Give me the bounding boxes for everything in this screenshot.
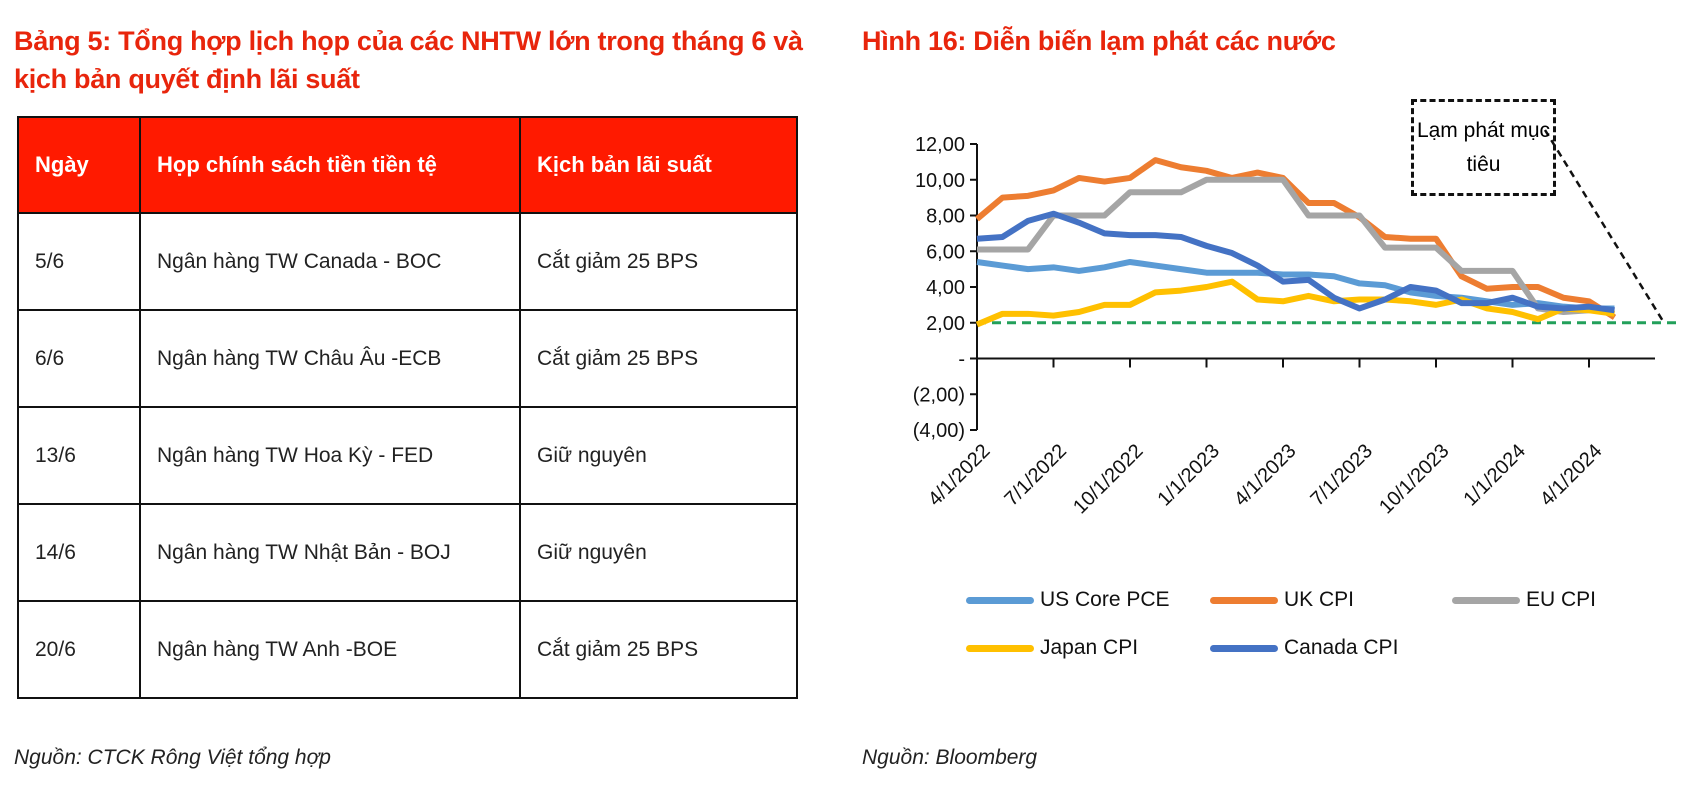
cell-meeting: Ngân hàng TW Châu Âu -ECB (139, 309, 521, 408)
cell-scenario: Cắt giảm 25 BPS (519, 600, 798, 699)
x-tick-label: 4/1/2022 (924, 440, 995, 511)
y-tick-label: 4,00 (926, 277, 965, 299)
y-tick-label: (4,00) (913, 420, 965, 442)
legend-item-japan-cpi: Japan CPI (966, 636, 1138, 660)
legend-item-canada-cpi: Canada CPI (1210, 636, 1398, 660)
table-title: Bảng 5: Tổng hợp lịch họp của các NHTW l… (14, 26, 803, 94)
x-tick-label: 7/1/2022 (1000, 440, 1071, 511)
header-scenario: Kịch bản lãi suất (519, 116, 798, 214)
series-line-canada-cpi (976, 210, 1615, 314)
legend-swatch (1452, 596, 1520, 604)
table-header-row: Ngày Họp chính sách tiền tiền tệ Kịch bả… (17, 116, 798, 214)
cell-meeting: Ngân hàng TW Anh -BOE (139, 600, 521, 699)
target-inflation-annotation: Lạm phát mục tiêu (1411, 99, 1556, 196)
x-tick-label: 10/1/2022 (1069, 440, 1147, 518)
legend-swatch (966, 644, 1034, 652)
series-line-eu-cpi (977, 176, 1615, 316)
table-row: 5/6 Ngân hàng TW Canada - BOC Cắt giảm 25 … (17, 212, 798, 311)
figure-source: Nguồn: Bloomberg (862, 746, 1038, 769)
legend-label: Canada CPI (1284, 636, 1399, 659)
series-line-us-core-pce (976, 258, 1615, 312)
cell-date: 5/6 (17, 212, 141, 311)
legend-swatch (1210, 596, 1278, 604)
cell-date: 13/6 (17, 406, 141, 505)
cell-meeting: Ngân hàng TW Hoa Kỳ - FED (139, 406, 521, 505)
table-source: Nguồn: CTCK Rông Việt tổng hợp (14, 746, 331, 769)
legend-item-uk-cpi: UK CPI (1210, 588, 1354, 612)
legend-swatch (966, 596, 1034, 604)
cell-scenario: Giữ nguyên (519, 503, 798, 602)
cell-date: 6/6 (17, 309, 141, 408)
cell-meeting: Ngân hàng TW Canada - BOC (139, 212, 521, 311)
legend-label: UK CPI (1284, 588, 1355, 611)
table-row: 20/6 Ngân hàng TW Anh -BOE Cắt giảm 25 BPS (17, 600, 798, 699)
meeting-schedule-table: Ngày Họp chính sách tiền tiền tệ Kịch bả… (17, 116, 798, 699)
legend-label: EU CPI (1526, 588, 1597, 611)
y-tick-label: 6,00 (926, 241, 965, 263)
header-date: Ngày (17, 116, 141, 214)
header-meeting: Họp chính sách tiền tiền tệ (139, 116, 521, 214)
x-tick-label: 4/1/2023 (1230, 440, 1301, 511)
x-tick-label: 7/1/2023 (1306, 440, 1377, 511)
y-tick-label: 10,00 (915, 170, 965, 192)
table-row: 6/6 Ngân hàng TW Châu Âu -ECB Cắt giảm 25 … (17, 309, 798, 408)
x-tick-label: 10/1/2023 (1375, 440, 1453, 518)
table-row: 13/6 Ngân hàng TW Hoa Kỳ - FED Giữ nguyên (17, 406, 798, 505)
cell-date: 14/6 (17, 503, 141, 602)
x-tick-label: 1/1/2024 (1459, 440, 1530, 511)
figure-title: Hình 16: Diễn biến lạm phát các nước (862, 26, 1336, 56)
x-tick-label: 4/1/2024 (1536, 440, 1607, 511)
cell-meeting: Ngân hàng TW Nhật Bản - BOJ (139, 503, 521, 602)
legend-item-us-core-pce: US Core PCE (966, 588, 1170, 612)
cell-scenario: Giữ nguyên (519, 406, 798, 505)
y-tick-label: - (958, 349, 965, 371)
legend-swatch (1210, 644, 1278, 652)
cell-scenario: Cắt giảm 25 BPS (519, 309, 798, 408)
legend-label: US Core PCE (1040, 588, 1170, 611)
y-tick-label: (2,00) (913, 384, 965, 406)
series-line-japan-cpi (975, 278, 1615, 328)
series-line-uk-cpi (975, 157, 1617, 320)
legend-item-eu-cpi: EU CPI (1452, 588, 1596, 612)
y-tick-label: 12,00 (915, 134, 965, 156)
table-row: 14/6 Ngân hàng TW Nhật Bản - BOJ Giữ nguyê… (17, 503, 798, 602)
annotation-pointer (1543, 129, 1666, 324)
x-tick-label: 1/1/2023 (1153, 440, 1224, 511)
cell-scenario: Cắt giảm 25 BPS (519, 212, 798, 311)
legend-label: Japan CPI (1040, 636, 1139, 659)
cell-date: 20/6 (17, 600, 141, 699)
y-tick-label: 8,00 (926, 206, 965, 228)
y-tick-label: 2,00 (926, 313, 965, 335)
